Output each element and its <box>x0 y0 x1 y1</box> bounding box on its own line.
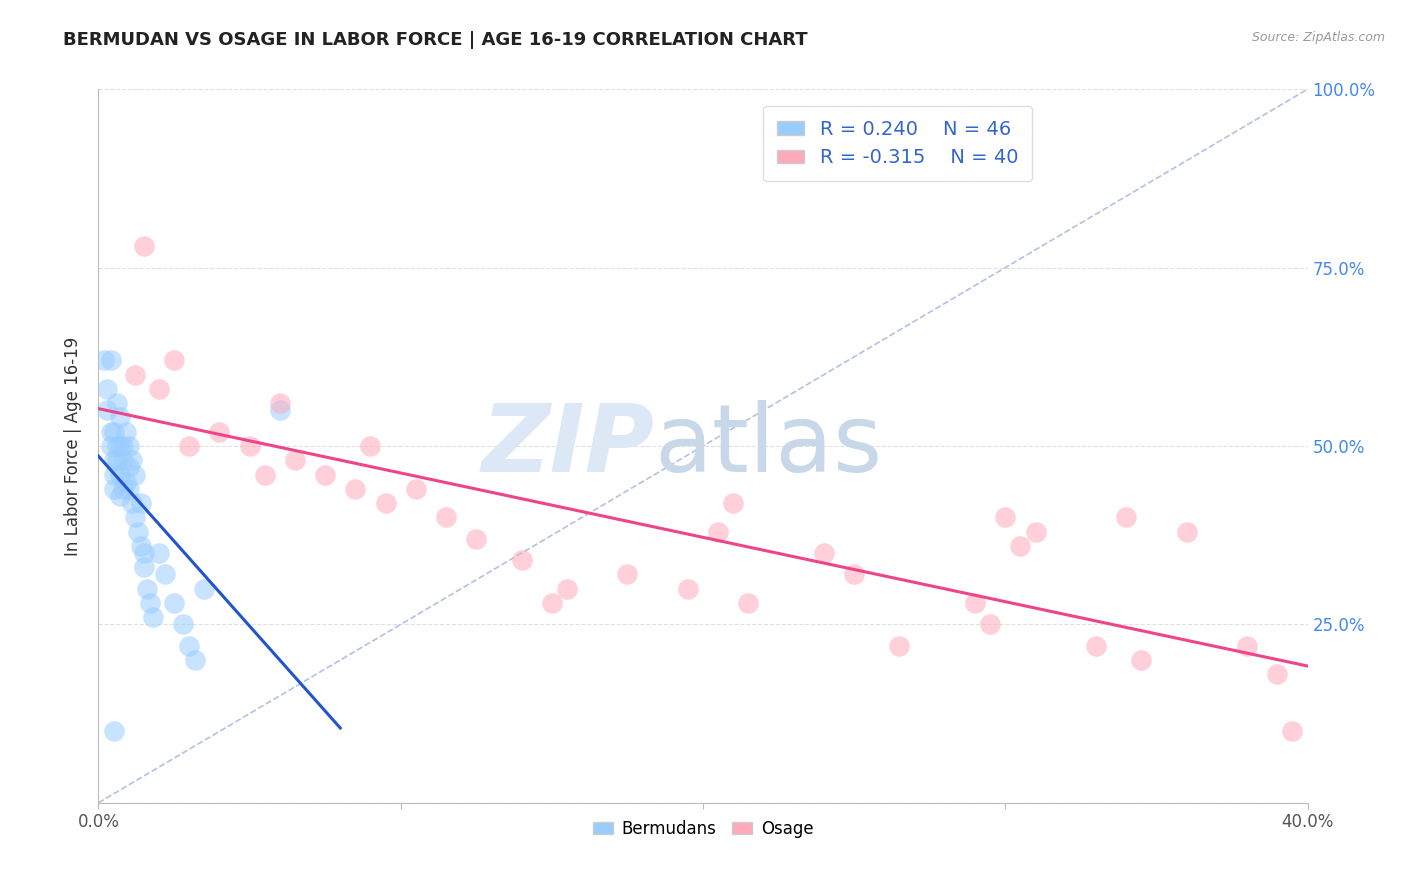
Point <box>813 546 835 560</box>
Point <box>127 524 149 539</box>
Point <box>889 639 911 653</box>
Point <box>114 425 136 439</box>
Point <box>1267 667 1289 681</box>
Point <box>111 482 134 496</box>
Point <box>1085 639 1108 653</box>
Point <box>108 439 131 453</box>
Point <box>163 596 186 610</box>
Point <box>118 482 141 496</box>
Point <box>1175 524 1198 539</box>
Point <box>103 467 125 482</box>
Point <box>105 396 128 410</box>
Point <box>179 439 201 453</box>
Point <box>100 439 122 453</box>
Point <box>111 453 134 467</box>
Point <box>676 582 699 596</box>
Point <box>108 467 131 482</box>
Point <box>723 496 745 510</box>
Point <box>96 403 118 417</box>
Text: Source: ZipAtlas.com: Source: ZipAtlas.com <box>1251 31 1385 45</box>
Point <box>405 482 427 496</box>
Point <box>93 353 115 368</box>
Point <box>103 453 125 467</box>
Point <box>965 596 987 610</box>
Point <box>96 382 118 396</box>
Point <box>100 353 122 368</box>
Point <box>129 496 152 510</box>
Point <box>510 553 533 567</box>
Point <box>108 489 131 503</box>
Point <box>616 567 638 582</box>
Point <box>132 239 155 253</box>
Point <box>284 453 307 467</box>
Point <box>108 410 131 425</box>
Point <box>105 453 128 467</box>
Point <box>142 610 165 624</box>
Point <box>114 475 136 489</box>
Point <box>124 510 146 524</box>
Point <box>124 368 146 382</box>
Point <box>555 582 578 596</box>
Point <box>139 596 162 610</box>
Point <box>124 467 146 482</box>
Point <box>269 396 291 410</box>
Point <box>135 582 157 596</box>
Point <box>253 467 276 482</box>
Point <box>118 439 141 453</box>
Point <box>100 425 122 439</box>
Point <box>1010 539 1032 553</box>
Point <box>314 467 336 482</box>
Point <box>163 353 186 368</box>
Point <box>344 482 367 496</box>
Point <box>979 617 1001 632</box>
Point <box>111 439 134 453</box>
Legend: Bermudans, Osage: Bermudans, Osage <box>586 814 820 845</box>
Point <box>1115 510 1137 524</box>
Point <box>121 496 143 510</box>
Point <box>707 524 730 539</box>
Point <box>105 439 128 453</box>
Point <box>1130 653 1153 667</box>
Point <box>103 482 125 496</box>
Point <box>193 582 215 596</box>
Point <box>129 539 152 553</box>
Point <box>1236 639 1258 653</box>
Point <box>179 639 201 653</box>
Point <box>121 453 143 467</box>
Point <box>434 510 457 524</box>
Point <box>118 460 141 475</box>
Point <box>1281 724 1303 739</box>
Point <box>148 546 170 560</box>
Y-axis label: In Labor Force | Age 16-19: In Labor Force | Age 16-19 <box>65 336 83 556</box>
Text: ZIP: ZIP <box>482 400 655 492</box>
Point <box>360 439 382 453</box>
Point <box>540 596 562 610</box>
Point <box>103 425 125 439</box>
Point <box>1024 524 1046 539</box>
Point <box>844 567 866 582</box>
Point <box>374 496 396 510</box>
Point <box>132 560 155 574</box>
Text: BERMUDAN VS OSAGE IN LABOR FORCE | AGE 16-19 CORRELATION CHART: BERMUDAN VS OSAGE IN LABOR FORCE | AGE 1… <box>63 31 808 49</box>
Point <box>239 439 262 453</box>
Point <box>172 617 194 632</box>
Point <box>103 724 125 739</box>
Point <box>184 653 207 667</box>
Point <box>269 403 291 417</box>
Point <box>153 567 176 582</box>
Point <box>148 382 170 396</box>
Point <box>132 546 155 560</box>
Point <box>737 596 759 610</box>
Point <box>208 425 231 439</box>
Point <box>994 510 1017 524</box>
Point <box>465 532 488 546</box>
Text: atlas: atlas <box>655 400 883 492</box>
